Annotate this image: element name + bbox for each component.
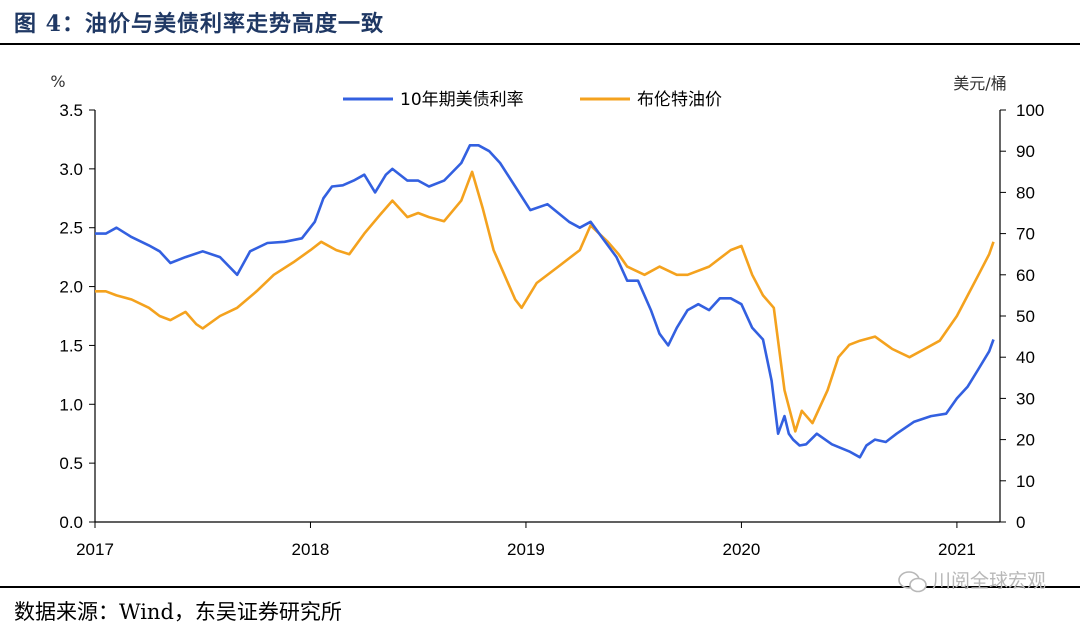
x-tick-label: 2019 bbox=[507, 540, 545, 559]
top-rule bbox=[0, 43, 1080, 45]
series-line-brent-oil bbox=[95, 170, 995, 433]
x-tick-label: 2021 bbox=[938, 540, 976, 559]
left-tick-label: 0.5 bbox=[59, 454, 83, 473]
left-tick-label: 2.5 bbox=[59, 219, 83, 238]
right-tick-label: 90 bbox=[1016, 142, 1035, 161]
source-note: 数据来源：Wind，东吴证券研究所 bbox=[14, 600, 342, 624]
x-tick-label: 2020 bbox=[723, 540, 761, 559]
left-tick-label: 1.5 bbox=[59, 336, 83, 355]
legend: 10年期美债利率 布伦特油价 bbox=[343, 90, 722, 110]
right-tick-label: 40 bbox=[1016, 348, 1035, 367]
watermark-text: 川阅全球宏观 bbox=[931, 570, 1046, 592]
left-tick-label: 3.0 bbox=[59, 160, 83, 179]
chart-axes: 0.0 0.5 1.0 1.5 2.0 2.5 3.0 3.5% 0 10 20 30 40 50 60 70… bbox=[50, 72, 1044, 559]
left-tick-label: 1.0 bbox=[59, 395, 83, 414]
series-line-treasury-yield bbox=[95, 144, 995, 459]
right-tick-label: 60 bbox=[1016, 266, 1035, 285]
series-layer bbox=[95, 144, 995, 459]
legend-label-brent: 布伦特油价 bbox=[637, 90, 722, 110]
right-tick-label: 100 bbox=[1016, 101, 1044, 120]
right-tick-label: 20 bbox=[1016, 431, 1035, 450]
right-tick-label: 80 bbox=[1016, 183, 1035, 202]
right-tick-label: 50 bbox=[1016, 307, 1035, 326]
x-tick-label: 2018 bbox=[292, 540, 330, 559]
watermark: 川阅全球宏观 bbox=[898, 566, 1046, 593]
legend-label-treasury: 10年期美债利率 bbox=[400, 90, 524, 110]
left-tick-label: 2.0 bbox=[59, 278, 83, 297]
line-chart: 0.0 0.5 1.0 1.5 2.0 2.5 3.0 3.5% 0 10 20 30 40 50 60 70… bbox=[50, 72, 1044, 559]
left-tick-label: 3.5 bbox=[59, 101, 83, 120]
left-axis-unit: % bbox=[50, 72, 65, 91]
right-tick-label: 70 bbox=[1016, 225, 1035, 244]
x-tick-label: 2017 bbox=[76, 540, 114, 559]
wechat-icon bbox=[898, 570, 927, 592]
right-tick-label: 10 bbox=[1016, 472, 1035, 491]
right-tick-label: 30 bbox=[1016, 389, 1035, 408]
right-axis-unit: 美元/桶 bbox=[953, 74, 1006, 93]
left-tick-label: 0.0 bbox=[59, 513, 83, 532]
right-tick-label: 0 bbox=[1016, 513, 1025, 532]
figure-title: 图 4：油价与美债利率走势高度一致 bbox=[14, 11, 384, 37]
bottom-rule bbox=[0, 586, 1080, 588]
